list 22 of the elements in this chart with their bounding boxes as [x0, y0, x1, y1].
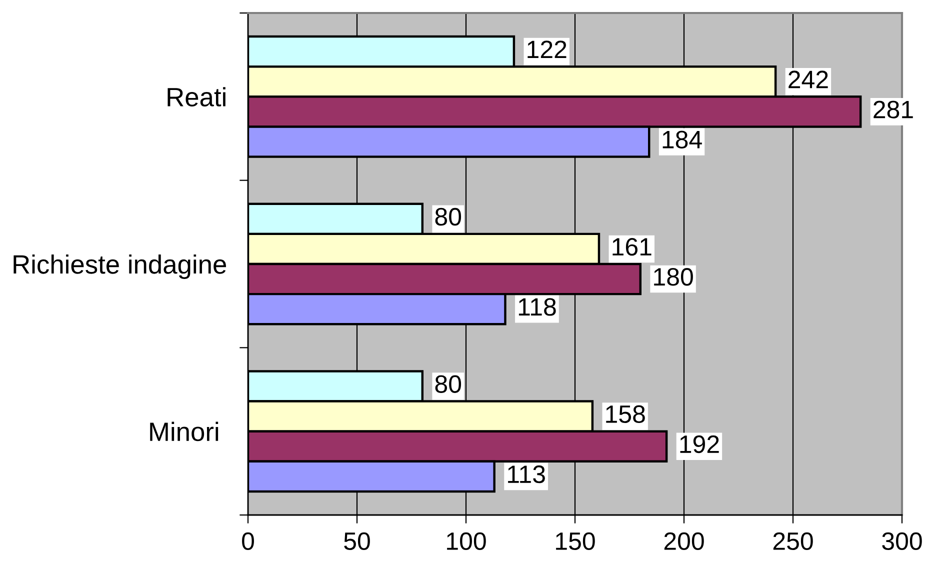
data-label: 242	[788, 70, 828, 88]
y-tick-label: Reati	[168, 87, 226, 106]
x-tick-label: 150	[556, 532, 595, 550]
x-tick-label: 250	[773, 532, 813, 550]
data-label: 184	[662, 130, 702, 148]
data-label: 118	[518, 298, 556, 316]
y-tick-label: Richieste indagine	[14, 254, 226, 280]
x-tick-label: 300	[882, 532, 922, 550]
data-label: 192	[680, 435, 719, 454]
x-tick-label: 0	[242, 532, 254, 550]
x-tick-label: 50	[344, 532, 370, 550]
data-label: 122	[528, 40, 566, 58]
data-label: 161	[612, 238, 652, 256]
data-label: 281	[874, 100, 913, 118]
x-tick-label: 100	[447, 532, 486, 550]
x-tick-label: 200	[664, 532, 704, 550]
data-label: 180	[654, 268, 693, 286]
data-label: 113	[508, 465, 545, 484]
y-tick-label: Minori	[150, 422, 218, 442]
data-label: 80	[435, 208, 462, 226]
data-label: 80	[435, 375, 462, 393]
data-label: 158	[606, 405, 645, 424]
